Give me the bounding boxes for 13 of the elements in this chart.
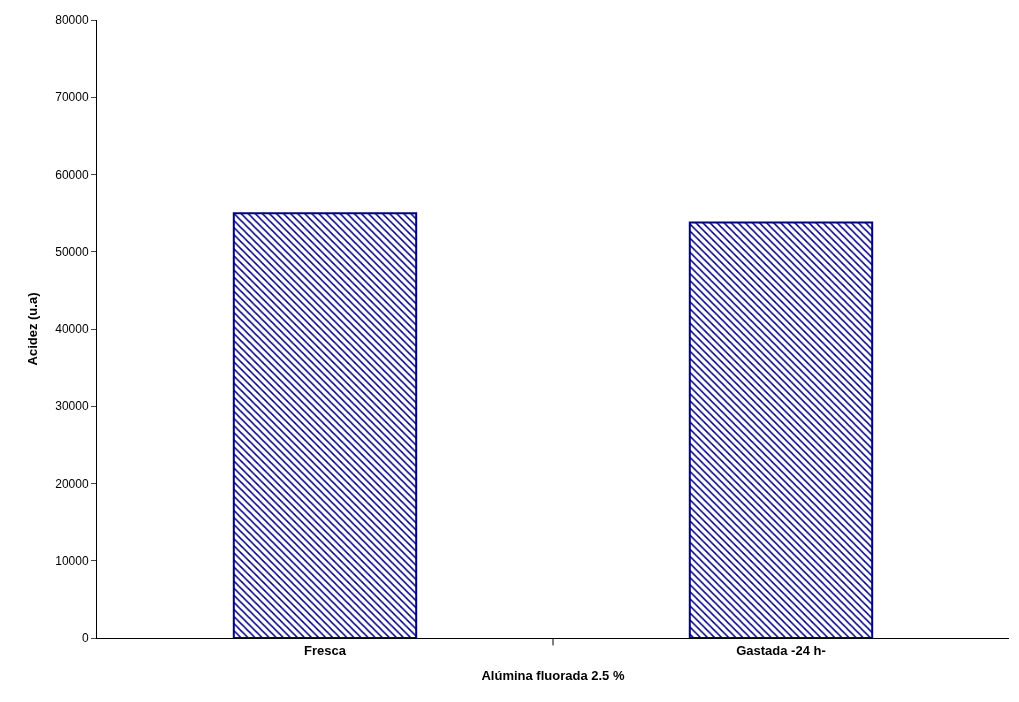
x-tick-label: Fresca — [304, 642, 347, 658]
x-tick-label: Gastada -24 h- — [736, 642, 826, 658]
x-axis-title: Alúmina fluorada 2.5 % — [481, 668, 625, 684]
y-tick-label: 50000 — [55, 244, 89, 259]
y-tick-label: 30000 — [55, 399, 89, 414]
y-tick-label: 10000 — [55, 553, 89, 568]
y-tick-label: 0 — [81, 631, 89, 646]
y-tick-label: 40000 — [55, 322, 89, 337]
y-tick-label: 80000 — [55, 13, 89, 28]
y-tick-label: 20000 — [55, 476, 89, 491]
y-tick-label: 70000 — [55, 90, 89, 105]
y-axis-title: Acidez (u.a) — [25, 292, 41, 366]
y-tick-label: 60000 — [55, 167, 89, 182]
